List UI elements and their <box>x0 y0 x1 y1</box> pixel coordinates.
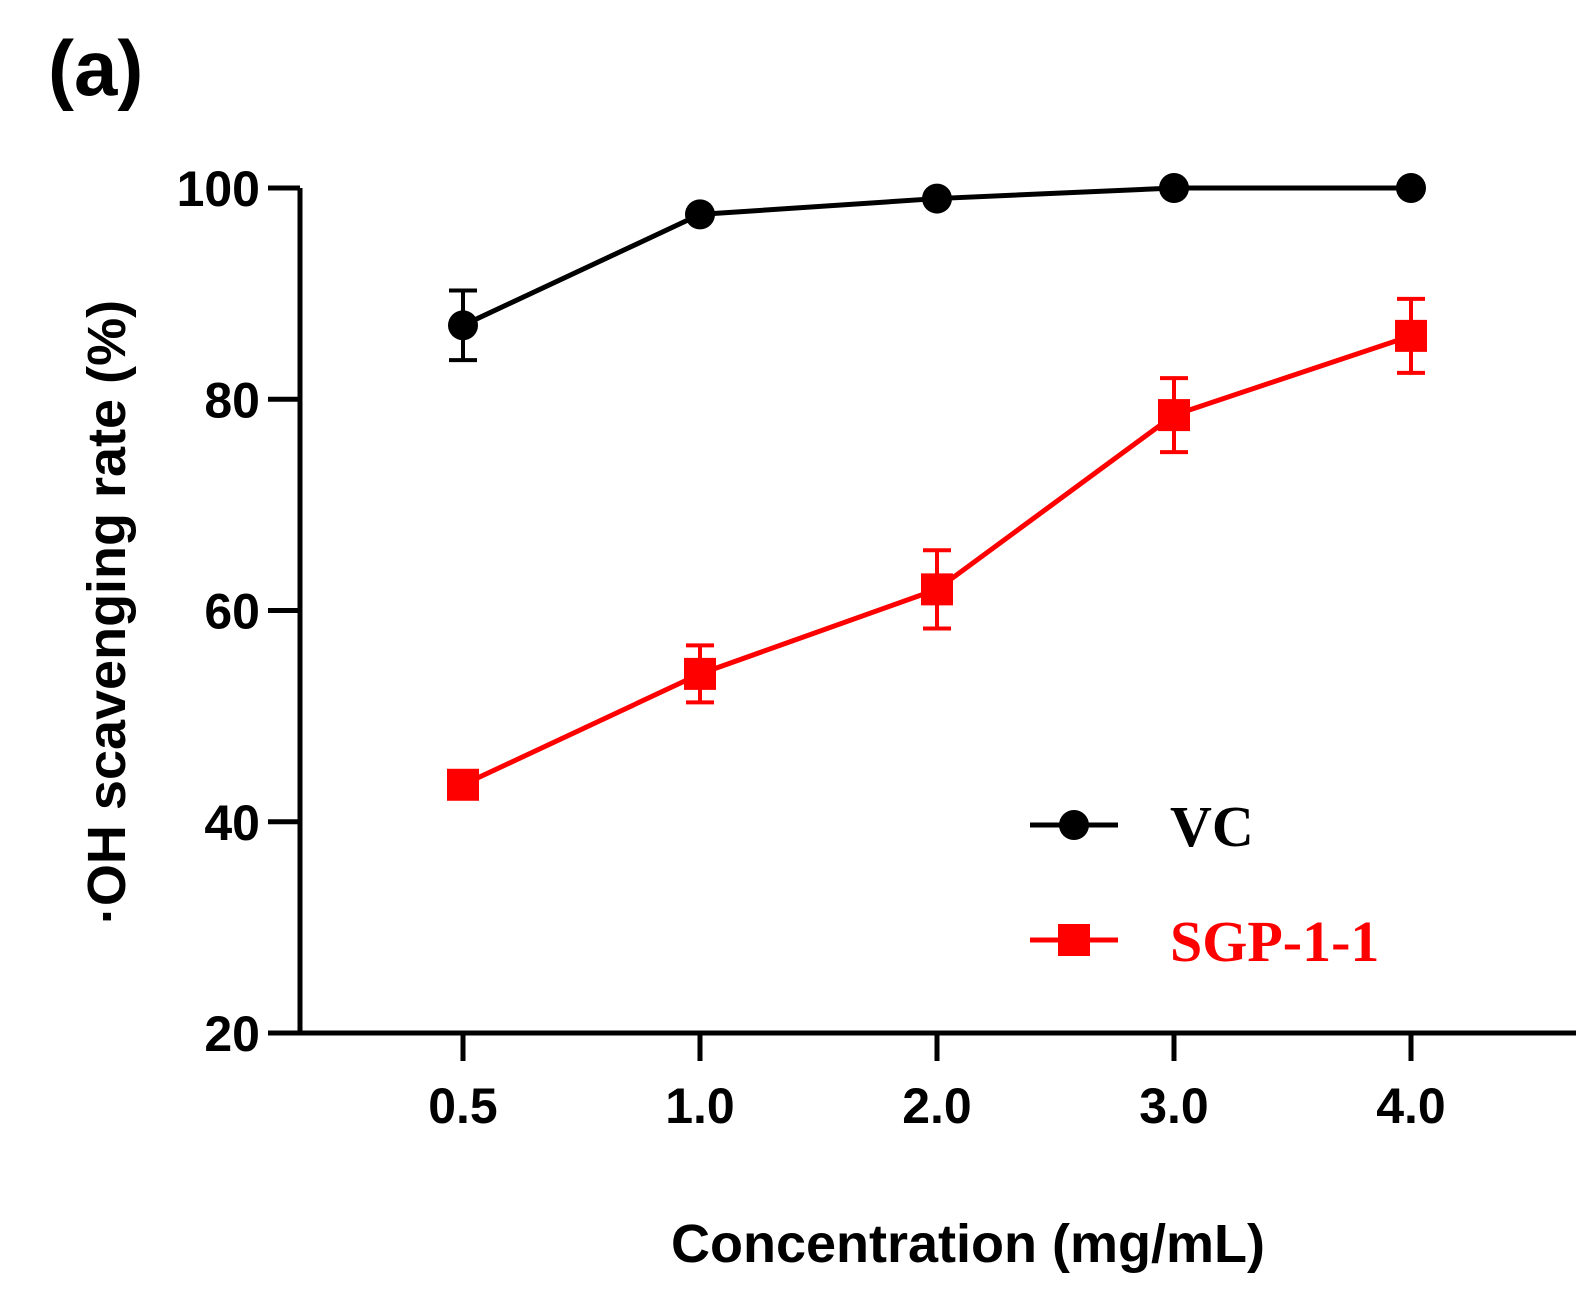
x-tick-label: 2.0 <box>902 1078 972 1134</box>
data-point <box>685 199 715 230</box>
data-point <box>922 183 952 214</box>
legend-item-sgp: SGP-1-1 <box>1030 909 1379 974</box>
y-tick-label: 60 <box>204 584 260 640</box>
y-tick-label: 40 <box>204 795 260 851</box>
x-axis-ticks: 0.5 1.0 2.0 3.0 4.0 <box>428 1033 1446 1134</box>
data-point <box>1396 173 1426 203</box>
x-tick-label: 4.0 <box>1376 1078 1446 1134</box>
legend-marker-sgp <box>1058 924 1090 956</box>
data-point <box>1159 173 1189 203</box>
data-point <box>1158 399 1190 432</box>
legend-marker-vc <box>1059 810 1089 840</box>
legend-label-sgp: SGP-1-1 <box>1170 909 1379 974</box>
data-point <box>447 768 479 801</box>
panel-label: (a) <box>48 24 143 112</box>
x-tick-label: 3.0 <box>1139 1078 1209 1134</box>
y-tick-label: 100 <box>177 161 260 217</box>
data-point <box>448 310 478 341</box>
series-layer <box>447 173 1427 801</box>
data-point <box>1395 319 1427 352</box>
y-tick-label: 80 <box>204 372 260 428</box>
data-point <box>921 573 953 606</box>
x-axis-title: Concentration (mg/mL) <box>671 1214 1265 1274</box>
y-tick-label: 20 <box>204 1006 260 1062</box>
y-axis-ticks: 20 40 60 80 100 <box>177 161 300 1062</box>
legend-item-vc: VC <box>1030 794 1254 859</box>
series-vc <box>448 173 1426 363</box>
y-axis-title: ·OH scavenging rate (%) <box>77 300 137 924</box>
x-tick-label: 1.0 <box>665 1078 735 1134</box>
data-point <box>684 657 716 690</box>
series-sgp-1-1 <box>447 296 1427 801</box>
x-tick-label: 0.5 <box>428 1078 498 1134</box>
legend-label-vc: VC <box>1170 794 1254 859</box>
legend: VC SGP-1-1 <box>1030 794 1379 974</box>
